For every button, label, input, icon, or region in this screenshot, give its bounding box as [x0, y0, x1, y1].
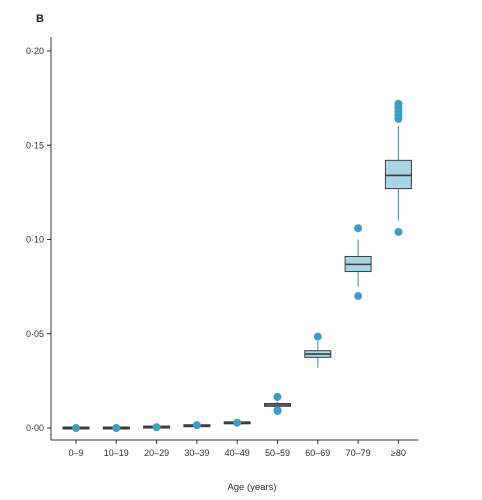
box-group [344, 224, 372, 301]
x-tick-label: 50–59 [265, 448, 290, 458]
y-tick-label: 0·05 [26, 329, 44, 339]
x-tick-label: ≥80 [391, 448, 406, 458]
x-tick-label: 70–79 [346, 448, 371, 458]
outlier-point [233, 418, 242, 427]
x-tick-label: 60–69 [305, 448, 330, 458]
plot-area [62, 99, 412, 432]
x-tick-label: 30–39 [184, 448, 209, 458]
box-group [384, 99, 412, 236]
box-group [304, 332, 332, 368]
outlier-point [394, 227, 403, 236]
x-tick-label: 10–19 [104, 448, 129, 458]
outlier-point [152, 423, 161, 432]
panel-label: B [36, 13, 44, 25]
box-group [264, 392, 291, 416]
x-axis: 0–9 10–19 20–29 30–39 40–49 50–59 60–69 70–79 ≥8… [51, 439, 419, 458]
box-group [183, 421, 211, 430]
outlier-point [192, 421, 201, 430]
x-tick-label: 0–9 [68, 448, 83, 458]
outlier-point [273, 392, 282, 401]
box [384, 159, 412, 190]
outlier-point [394, 99, 403, 108]
box-group [143, 423, 171, 432]
y-tick-label: 0·20 [26, 46, 44, 56]
y-tick-label: 0·00 [26, 423, 44, 433]
x-axis-title: Age (years) [227, 482, 276, 493]
outlier-point [354, 224, 363, 233]
y-tick-label: 0·10 [26, 235, 44, 245]
box-group [223, 418, 251, 427]
outlier-point [72, 424, 80, 432]
outlier-point [313, 332, 322, 341]
x-tick-label: 40–49 [225, 448, 250, 458]
box-group [62, 424, 90, 432]
x-tick-label: 20–29 [144, 448, 169, 458]
outlier-point [273, 406, 282, 415]
y-tick-label: 0·15 [26, 140, 44, 150]
outlier-point [354, 292, 363, 301]
outlier-point [112, 424, 121, 432]
y-axis: 0·00 0·05 0·10 0·15 0·20 [26, 37, 52, 440]
box-group [102, 424, 130, 432]
